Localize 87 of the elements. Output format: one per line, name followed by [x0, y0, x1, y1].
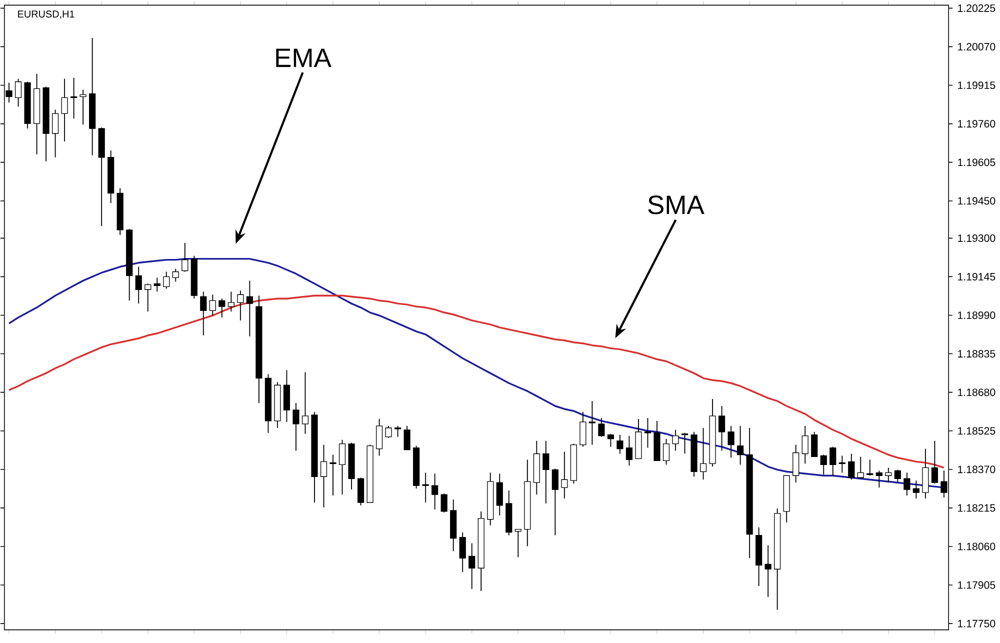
candlestick	[644, 418, 652, 448]
candlestick	[468, 542, 476, 590]
chart-title: EURUSD,H1	[18, 10, 74, 19]
candlestick	[385, 426, 392, 438]
candlestick	[135, 266, 142, 304]
candlestick	[894, 469, 901, 484]
candlestick	[885, 467, 892, 484]
y-tick-label: 1.19450	[958, 197, 996, 205]
candlestick	[737, 426, 744, 466]
candlestick	[496, 473, 503, 516]
candlestick	[616, 434, 624, 454]
candlestick	[432, 473, 438, 510]
y-tick-label: 1.17750	[958, 620, 996, 628]
y-tick-label: 1.18990	[958, 312, 996, 320]
candlestick	[394, 426, 402, 438]
candlestick	[338, 439, 346, 496]
candlestick	[163, 271, 170, 290]
candlestick	[61, 78, 68, 142]
candlestick	[440, 493, 448, 513]
candlestick	[320, 444, 328, 508]
y-tick-label: 1.18525	[958, 427, 996, 435]
candlestick	[811, 431, 818, 458]
candlestick	[144, 283, 152, 312]
candlestick	[866, 459, 874, 476]
candlestick	[302, 372, 309, 434]
candlestick	[330, 454, 336, 496]
candlestick	[904, 472, 910, 496]
candlestick	[154, 277, 160, 292]
candlestick	[561, 451, 568, 500]
candlestick	[672, 429, 679, 452]
candlestick	[14, 78, 22, 108]
candlestick	[542, 440, 550, 504]
candlestick	[172, 268, 179, 282]
candlestick	[931, 440, 938, 484]
y-tick-label: 1.18370	[958, 466, 996, 474]
candlestick	[876, 470, 882, 488]
candlestick	[376, 418, 383, 456]
candlestick	[820, 454, 827, 476]
candlestick	[292, 402, 300, 452]
candlestick	[459, 532, 466, 573]
candlestick	[404, 426, 410, 450]
y-tick-label: 1.19915	[958, 82, 996, 90]
candlestick	[662, 438, 670, 466]
candlestick	[357, 477, 364, 506]
candlestick	[830, 446, 836, 476]
candlestick	[552, 468, 558, 536]
candlestick	[792, 444, 800, 484]
y-tick-label: 1.19145	[958, 273, 996, 281]
candlestick	[838, 455, 846, 474]
candlestick	[228, 291, 234, 312]
candlestick	[80, 89, 86, 126]
candlestick	[200, 291, 207, 336]
candlestick	[728, 426, 734, 458]
candlestick	[514, 528, 522, 558]
candlestick	[182, 242, 188, 272]
candlestick	[52, 109, 59, 158]
y-tick-label: 1.20225	[958, 4, 996, 12]
annotation: SMA	[648, 196, 704, 214]
candlestick	[912, 480, 920, 500]
y-tick-label: 1.18680	[958, 388, 996, 396]
y-tick-label: 1.19605	[958, 158, 996, 166]
candlestick	[70, 77, 78, 120]
y-tick-label: 1.18060	[958, 542, 996, 550]
candlestick	[626, 435, 633, 466]
y-tick-label: 1.19300	[958, 234, 996, 242]
candlestick	[598, 418, 605, 438]
annotation: EMA	[276, 48, 332, 68]
candlestick	[718, 406, 726, 452]
candlestick	[700, 427, 707, 480]
candlestick	[218, 298, 226, 318]
candlestick	[246, 280, 253, 337]
y-tick-label: 1.18835	[958, 350, 996, 358]
candlestick	[848, 453, 855, 480]
y-tick-label: 1.17905	[958, 581, 996, 589]
candlestick	[237, 290, 244, 321]
y-tick-label: 1.20070	[958, 43, 996, 51]
candlestick	[588, 400, 596, 446]
candlestick	[681, 432, 688, 454]
candlestick	[580, 412, 586, 448]
candlestick	[209, 294, 216, 316]
candlestick	[607, 433, 614, 448]
y-tick-label: 1.18215	[958, 504, 996, 512]
candlestick	[764, 544, 772, 598]
y-tick-label: 1.19760	[958, 120, 996, 128]
candlestick	[802, 426, 808, 464]
candlestick	[422, 472, 429, 504]
candlestick	[857, 456, 864, 480]
